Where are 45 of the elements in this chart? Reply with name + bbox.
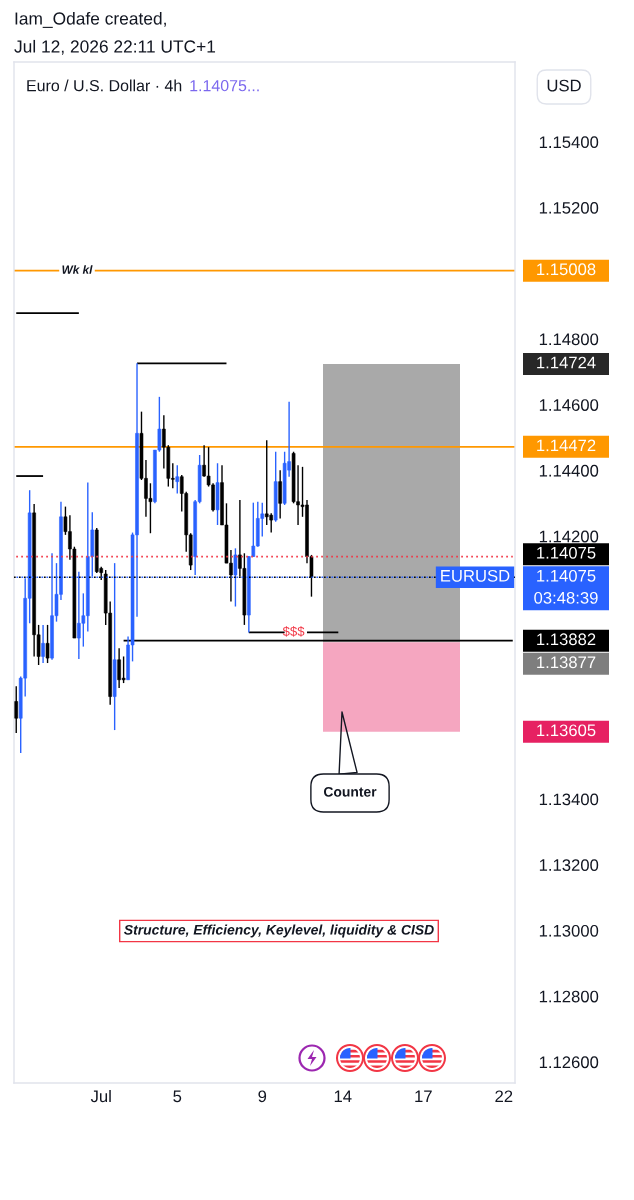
y-axis-title: USD <box>547 79 581 92</box>
y-tick-label: 1.15400 <box>539 136 599 149</box>
candlestick <box>264 439 269 526</box>
text: Iam_Odafe created, <box>15 11 166 28</box>
text: 1.15008 <box>537 263 596 276</box>
text: 1.14075 <box>537 569 596 582</box>
text: 1.14724 <box>537 356 596 369</box>
text: Jul 12, 2026 22:11 UTC+1 <box>14 39 216 55</box>
text: 1.13877 <box>537 656 596 669</box>
text: 1.14075 <box>537 546 596 559</box>
candlestick <box>278 469 282 520</box>
series-label: $$$ <box>282 626 305 637</box>
x-tick-label: 9 <box>258 1090 267 1103</box>
data-label: 1.13882 <box>537 633 596 646</box>
y-tick-label: 1.12600 <box>539 1056 599 1069</box>
text: 1.14075... <box>190 79 259 92</box>
y-tick-label: 1.14600 <box>539 399 599 411</box>
candlestick <box>41 624 45 664</box>
text: 1.13605 <box>537 724 596 737</box>
x-tick-label: 14 <box>334 1090 352 1103</box>
y-tick-label: 1.13400 <box>539 793 599 806</box>
candlestick <box>121 655 126 684</box>
y-tick-label: 1.14200 <box>539 530 599 543</box>
y-tick-label: 1.14800 <box>539 333 599 346</box>
x-tick-label: 17 <box>415 1090 432 1103</box>
candlestick <box>175 464 180 495</box>
y-tick-label: 1.15200 <box>539 201 599 214</box>
y-tick-label: 1.13200 <box>539 859 599 871</box>
candlestick <box>251 501 256 558</box>
candlestick <box>14 685 19 734</box>
x-tick-label: Jul <box>90 1089 111 1103</box>
candlestick <box>269 512 274 534</box>
ref-line-label: EURUSD <box>441 569 510 582</box>
x-tick-label: 5 <box>173 1090 182 1103</box>
annotation: Counter <box>323 786 377 797</box>
text: Euro / U.S. Dollar · 4h <box>27 79 182 92</box>
candlestick <box>45 624 50 664</box>
y-tick-label: 1.13000 <box>539 924 599 937</box>
x-tick-label: 22 <box>495 1090 513 1103</box>
annotation: Structure, Efficiency, Keylevel, liquidity & CISD <box>124 924 434 938</box>
y-tick-label: 1.12800 <box>539 990 599 1003</box>
y-tick-label: 1.14400 <box>539 464 599 477</box>
text: 03:48:39 <box>534 591 598 604</box>
text: 1.14472 <box>537 439 596 452</box>
ref-line-label: Wk kl <box>62 265 93 274</box>
